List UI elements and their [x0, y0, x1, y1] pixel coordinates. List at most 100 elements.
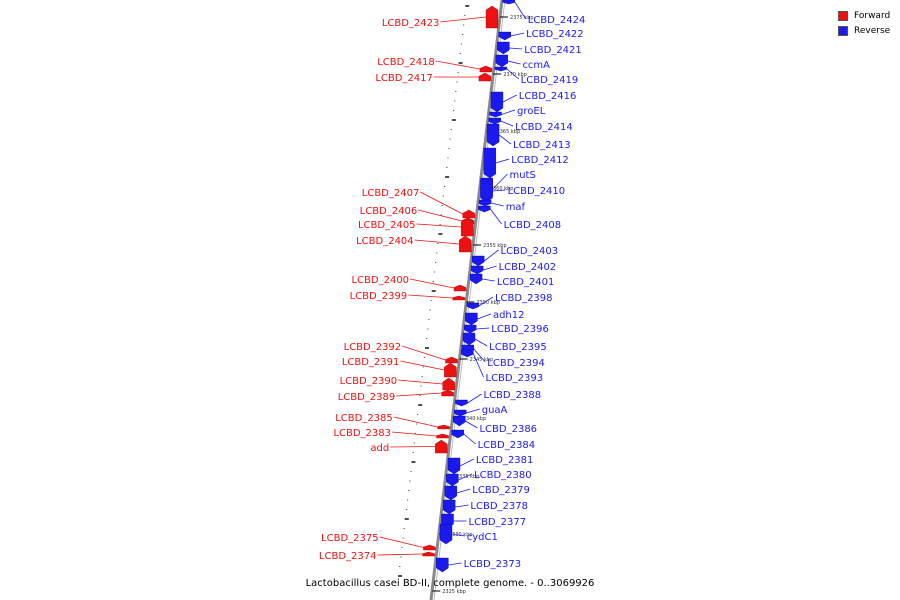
gene-label-lcbd-2379[interactable]: LCBD_2379 [472, 485, 530, 496]
gene-label-lcbd-2410[interactable]: LCBD_2410 [508, 186, 566, 197]
gene-label-lcbd-2416[interactable]: LCBD_2416 [519, 91, 577, 102]
gene-lcbd-2405[interactable] [461, 217, 474, 237]
gene-label-lcbd-2390[interactable]: LCBD_2390 [340, 376, 398, 387]
gene-lcbd-2413[interactable] [486, 123, 500, 147]
gene-ccma[interactable] [495, 54, 509, 68]
gene-lcbd-2378[interactable] [442, 499, 456, 515]
gene-label-lcbd-2375[interactable]: LCBD_2375 [321, 533, 379, 544]
gene-lcbd-2402[interactable] [470, 265, 484, 275]
legend-forward[interactable]: Forward [838, 8, 890, 23]
gene-label-lcbd-2377[interactable]: LCBD_2377 [469, 517, 527, 528]
gene-lcbd-2386[interactable] [453, 415, 466, 427]
gene-label-lcbd-2398[interactable]: LCBD_2398 [495, 293, 553, 304]
gene-lcbd-2418[interactable] [479, 65, 493, 73]
gene-label-muts[interactable]: mutS [509, 170, 535, 181]
gene-label-lcbd-2419[interactable]: LCBD_2419 [521, 75, 579, 86]
gene-lcbd-2419[interactable] [494, 66, 508, 72]
gene-label-lcbd-2417[interactable]: LCBD_2417 [375, 73, 433, 84]
gene-label-lcbd-2402[interactable]: LCBD_2402 [499, 262, 557, 273]
gene-label-lcbd-2408[interactable]: LCBD_2408 [504, 220, 562, 231]
gene-lcbd-2416[interactable] [490, 91, 504, 113]
gene-label-lcbd-2385[interactable]: LCBD_2385 [335, 413, 393, 424]
gene-lcbd-2399[interactable] [452, 295, 466, 301]
gene-label-lcbd-2396[interactable]: LCBD_2396 [491, 324, 549, 335]
gene-label-lcbd-2374[interactable]: LCBD_2374 [319, 551, 377, 562]
gene-groel[interactable] [489, 111, 502, 118]
gene-lcbd-2423[interactable] [485, 5, 499, 29]
gene-lcbd-2414[interactable] [488, 117, 501, 125]
gene-lcbd-2392[interactable] [445, 356, 458, 364]
gene-lcbd-2398[interactable] [466, 302, 480, 310]
gene-label-lcbd-2389[interactable]: LCBD_2389 [338, 392, 396, 403]
gene-label-lcbd-2393[interactable]: LCBD_2393 [486, 373, 544, 384]
gene-label-lcbd-2421[interactable]: LCBD_2421 [524, 45, 582, 56]
gene-lcbd-2391[interactable] [444, 362, 457, 378]
gene-label-lcbd-2413[interactable]: LCBD_2413 [513, 140, 571, 151]
gene-label-groel[interactable]: groEL [517, 106, 546, 117]
gene-label-lcbd-2406[interactable]: LCBD_2406 [360, 206, 418, 217]
gene-lcbd-2385[interactable] [437, 424, 450, 430]
gene-label-lcbd-2388[interactable]: LCBD_2388 [484, 390, 542, 401]
gene-label-lcbd-2378[interactable]: LCBD_2378 [470, 501, 528, 512]
gene-lcbd-2421[interactable] [497, 41, 510, 55]
gene-lcbd-2389[interactable] [441, 389, 454, 397]
gene-lcbd-2373[interactable] [436, 557, 449, 573]
gene-lcbd-2395[interactable] [462, 332, 476, 346]
gene-label-lcbd-2384[interactable]: LCBD_2384 [478, 440, 536, 451]
gene-lcbd-2400[interactable] [453, 284, 467, 292]
gene-lcbd-2424[interactable] [502, 0, 515, 5]
gene-label-lcbd-2394[interactable]: LCBD_2394 [487, 358, 545, 369]
gene-label-lcbd-2404[interactable]: LCBD_2404 [356, 236, 414, 247]
gene-add[interactable] [435, 439, 448, 454]
gene-label-adh12[interactable]: adh12 [493, 310, 525, 321]
gene-label-cydc1[interactable]: cydC1 [467, 532, 498, 543]
gene-label-lcbd-2423[interactable]: LCBD_2423 [382, 18, 440, 29]
gene-label-lcbd-2400[interactable]: LCBD_2400 [351, 275, 409, 286]
gene-label-lcbd-2380[interactable]: LCBD_2380 [474, 470, 532, 481]
legend-reverse[interactable]: Reverse [838, 23, 890, 38]
gene-lcbd-2390[interactable] [442, 377, 455, 391]
gene-label-lcbd-2403[interactable]: LCBD_2403 [501, 246, 559, 257]
gene-label-guaa[interactable]: guaA [482, 405, 508, 416]
gene-lcbd-2407[interactable] [462, 209, 475, 219]
gene-label-lcbd-2422[interactable]: LCBD_2422 [526, 29, 584, 40]
gene-lcbd-2410[interactable] [480, 179, 493, 203]
gene-maf[interactable] [478, 199, 492, 207]
gene-lcbd-2417[interactable] [478, 72, 492, 82]
gene-lcbd-2388[interactable] [455, 399, 468, 407]
gene-label-lcbd-2424[interactable]: LCBD_2424 [528, 15, 586, 26]
gene-label-ccma[interactable]: ccmA [522, 60, 550, 71]
gene-label-add[interactable]: add [370, 443, 389, 454]
gene-label-lcbd-2391[interactable]: LCBD_2391 [342, 357, 400, 368]
gene-label-lcbd-2401[interactable]: LCBD_2401 [497, 277, 555, 288]
gene-label-lcbd-2395[interactable]: LCBD_2395 [489, 342, 547, 353]
gene-label-lcbd-2407[interactable]: LCBD_2407 [362, 188, 420, 199]
gene-guaa[interactable] [454, 409, 467, 417]
gene-lcbd-2393[interactable] [461, 349, 474, 358]
gene-lcbd-2384[interactable] [451, 429, 464, 439]
gene-lcbd-2404[interactable] [459, 235, 472, 253]
gene-lcbd-2408[interactable] [478, 205, 491, 213]
gene-label-lcbd-2399[interactable]: LCBD_2399 [350, 291, 408, 302]
gene-label-lcbd-2414[interactable]: LCBD_2414 [515, 122, 573, 133]
gene-label-lcbd-2392[interactable]: LCBD_2392 [344, 342, 402, 353]
gene-lcbd-2422[interactable] [498, 31, 511, 41]
gene-label-lcbd-2418[interactable]: LCBD_2418 [377, 57, 435, 68]
gene-label-lcbd-2381[interactable]: LCBD_2381 [476, 455, 534, 466]
gene-lcbd-2375[interactable] [423, 544, 436, 551]
gene-lcbd-2374[interactable] [422, 551, 435, 557]
gene-lcbd-2379[interactable] [444, 485, 458, 501]
gene-label-lcbd-2383[interactable]: LCBD_2383 [333, 428, 391, 439]
gene-lcbd-2401[interactable] [469, 273, 483, 285]
gene-lcbd-2381[interactable] [447, 457, 461, 475]
gene-label-maf[interactable]: maf [506, 202, 526, 213]
gene-adh12[interactable] [465, 312, 478, 326]
gene-label-lcbd-2405[interactable]: LCBD_2405 [358, 220, 416, 231]
gene-lcbd-2396[interactable] [463, 324, 477, 334]
gene-label-lcbd-2386[interactable]: LCBD_2386 [479, 424, 537, 435]
gene-lcbd-2403[interactable] [472, 255, 485, 267]
gene-cydc1[interactable] [439, 523, 453, 545]
gene-lcbd-2380[interactable] [446, 473, 459, 487]
gene-label-lcbd-2373[interactable]: LCBD_2373 [464, 559, 522, 570]
gene-lcbd-2383[interactable] [436, 433, 449, 439]
